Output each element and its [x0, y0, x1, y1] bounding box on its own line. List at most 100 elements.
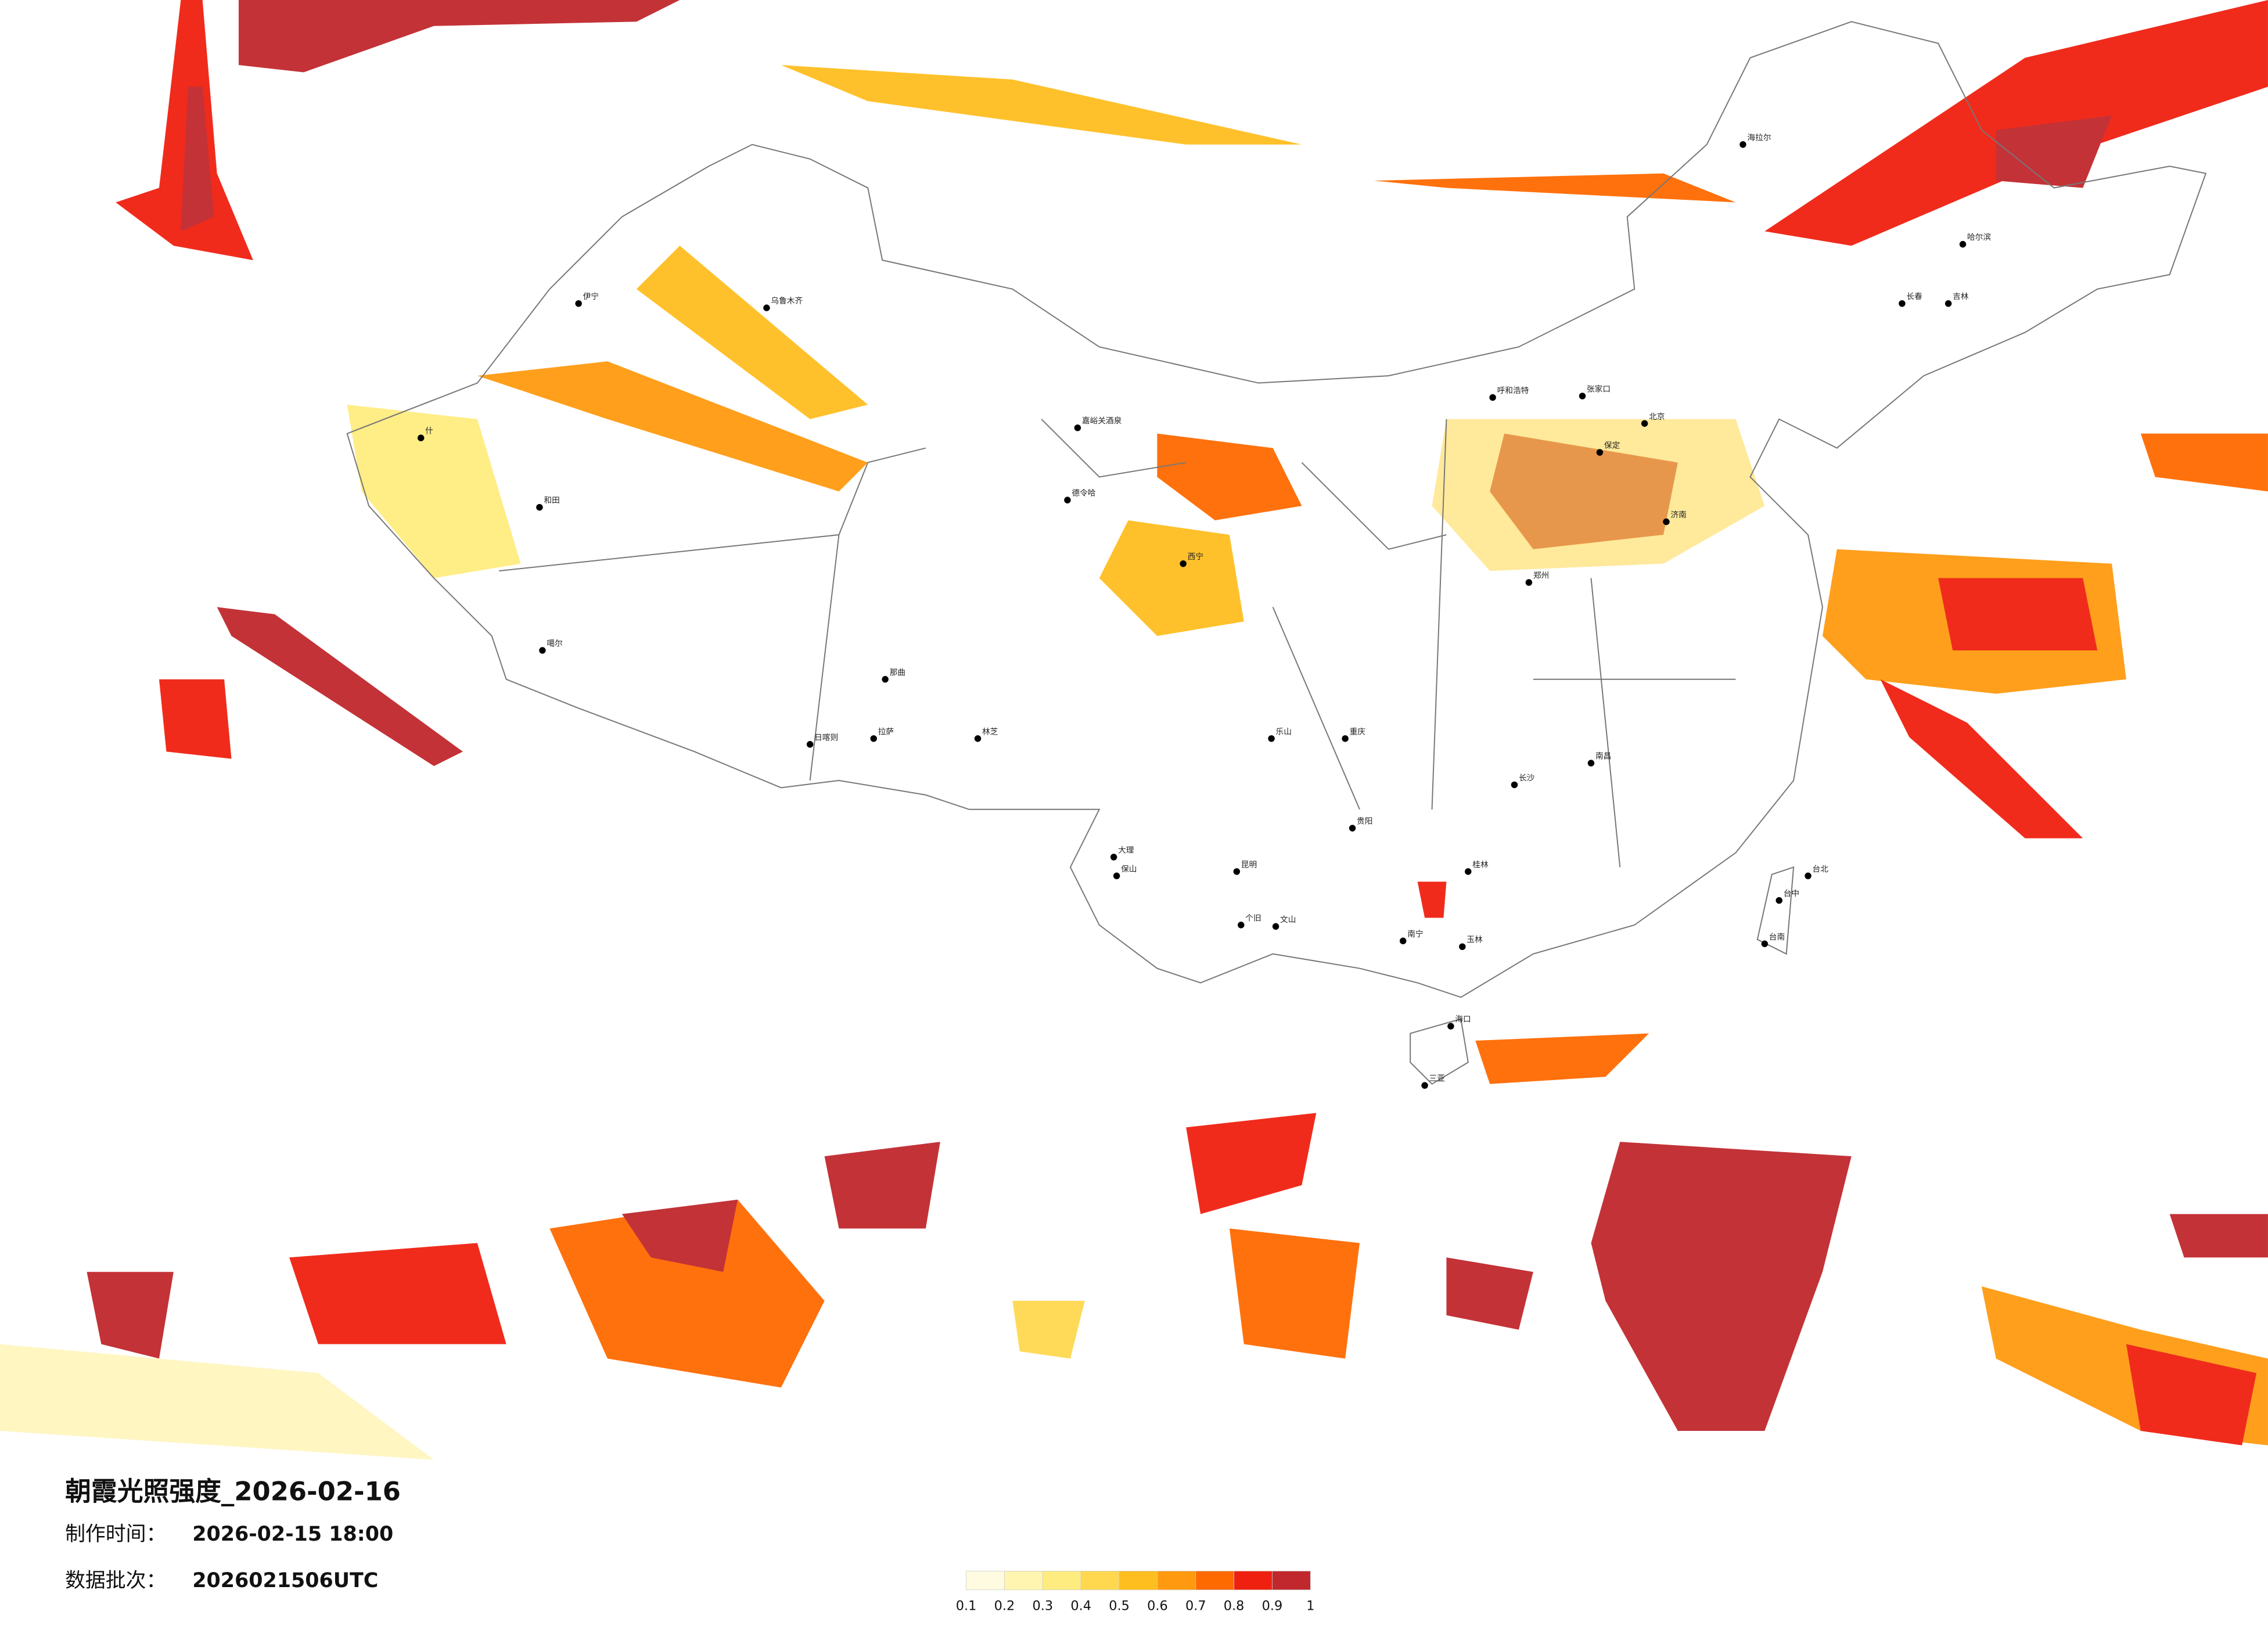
- made-label: 制作时间：: [65, 1523, 166, 1546]
- city-label: 玉林: [1467, 936, 1483, 945]
- colorbar-cell: [1119, 1571, 1158, 1591]
- city-dot: [539, 647, 546, 654]
- colorbar-cell: [1272, 1571, 1311, 1591]
- colorbar-cell: [966, 1571, 1005, 1591]
- city-label: 台南: [1769, 933, 1785, 942]
- city-dot: [1349, 825, 1356, 832]
- colorbar-tick-label: 0.9: [1262, 1599, 1283, 1614]
- colorbar: 0.1 0.2 0.3 0.4 0.5 0.6 0.7 0.8 0.9 1: [956, 1571, 1314, 1614]
- city-dot: [1113, 872, 1120, 879]
- city-label: 海拉尔: [1747, 133, 1771, 142]
- city-dot: [806, 741, 814, 748]
- city-label: 个旧: [1245, 913, 1261, 923]
- city-dot: [1761, 940, 1769, 947]
- city-label: 贵阳: [1357, 817, 1372, 826]
- colorbar-cell: [1195, 1571, 1234, 1591]
- city-dot: [1110, 854, 1117, 861]
- city-label: 伊宁: [583, 292, 599, 301]
- colorbar-tick-label: 0.6: [1147, 1599, 1168, 1614]
- city-label: 保山: [1121, 865, 1137, 874]
- city-dot: [1447, 1023, 1454, 1030]
- city-label: 德令哈: [1072, 489, 1095, 498]
- batch-label: 数据批次：: [65, 1569, 166, 1592]
- colorbar-cell: [1042, 1571, 1081, 1591]
- city-dot: [1074, 424, 1081, 431]
- city-dot: [1775, 897, 1782, 904]
- city-dot: [1579, 393, 1586, 400]
- city-label: 噶尔: [547, 639, 563, 649]
- colorbar-tick-label: 0.1: [956, 1599, 977, 1614]
- city-dot: [1489, 394, 1496, 401]
- city-label: 哈尔滨: [1967, 233, 1991, 242]
- city-dot: [1944, 300, 1952, 307]
- city-dot: [763, 304, 770, 311]
- city-dot: [1587, 760, 1595, 767]
- city-label: 文山: [1280, 915, 1296, 924]
- city-label: 南宁: [1407, 929, 1423, 939]
- city-label: 什: [425, 427, 433, 436]
- city-label: 乐山: [1276, 727, 1292, 736]
- city-label: 重庆: [1350, 727, 1366, 736]
- city-label: 保定: [1604, 441, 1620, 451]
- colorbar-cell: [1157, 1571, 1196, 1591]
- city-dot: [1739, 141, 1746, 148]
- city-dot: [1342, 735, 1349, 742]
- city-dot: [1399, 937, 1407, 944]
- city-label: 林芝: [982, 727, 998, 736]
- city-dot: [1272, 923, 1279, 930]
- city-dot: [870, 735, 877, 742]
- colorbar-tick-label: 0.8: [1224, 1599, 1245, 1614]
- city-label: 三亚: [1429, 1074, 1446, 1084]
- city-label: 和田: [544, 496, 559, 505]
- city-label: 济南: [1670, 510, 1686, 520]
- colorbar-tick-label: 0.5: [1109, 1599, 1130, 1614]
- colorbar-tick-label: 1: [1306, 1599, 1314, 1614]
- city-label: 大理: [1118, 846, 1134, 855]
- city-dot: [1511, 781, 1518, 789]
- city-dot: [882, 676, 889, 683]
- batch: 2026021506UTC: [192, 1569, 378, 1592]
- city-label: 日喀则: [814, 733, 838, 742]
- colorbar-cell: [1004, 1571, 1043, 1591]
- city-dot: [1421, 1082, 1428, 1089]
- city-dot: [1064, 497, 1071, 503]
- city-dot: [1268, 735, 1275, 742]
- city-dot: [1233, 868, 1241, 875]
- made-time: 2026-02-15 18:00: [192, 1523, 393, 1546]
- city-label: 台中: [1784, 889, 1799, 898]
- city-label: 桂林: [1472, 860, 1489, 869]
- city-label: 嘉峪关酒泉: [1082, 416, 1122, 426]
- city-label: 呼和浩特: [1497, 386, 1529, 395]
- city-dot: [1899, 300, 1906, 307]
- colorbar-tick-label: 0.4: [1070, 1599, 1091, 1614]
- city-dot: [536, 503, 543, 511]
- city-label: 西宁: [1188, 552, 1203, 562]
- colorbar-tick-label: 0.7: [1185, 1599, 1206, 1614]
- colorbar-tick-label: 0.3: [1033, 1599, 1054, 1614]
- city-label: 长春: [1906, 292, 1922, 301]
- city-label: 乌鲁木齐: [771, 297, 803, 306]
- heat-layer: [0, 0, 2268, 1460]
- colorbar-cell: [1234, 1571, 1273, 1591]
- city-dot: [1238, 922, 1245, 929]
- city-dot: [1180, 560, 1187, 567]
- city-label: 吉林: [1953, 292, 1969, 301]
- city-label: 北京: [1649, 412, 1665, 422]
- city-dot: [1641, 420, 1648, 427]
- city-dot: [1596, 449, 1604, 456]
- city-label: 南昌: [1595, 752, 1611, 761]
- city-label: 台北: [1813, 865, 1829, 874]
- city-dot: [1465, 868, 1472, 875]
- map-title: 朝霞光照强度_2026-02-16: [65, 1476, 401, 1506]
- city-label: 张家口: [1587, 384, 1611, 394]
- city-dot: [1525, 579, 1533, 586]
- city-label: 郑州: [1533, 571, 1549, 581]
- colorbar-tick-label: 0.2: [994, 1599, 1015, 1614]
- city-dot: [1663, 518, 1670, 526]
- city-label: 长沙: [1519, 774, 1535, 783]
- city-dot: [417, 434, 425, 441]
- city-label: 那曲: [890, 668, 905, 677]
